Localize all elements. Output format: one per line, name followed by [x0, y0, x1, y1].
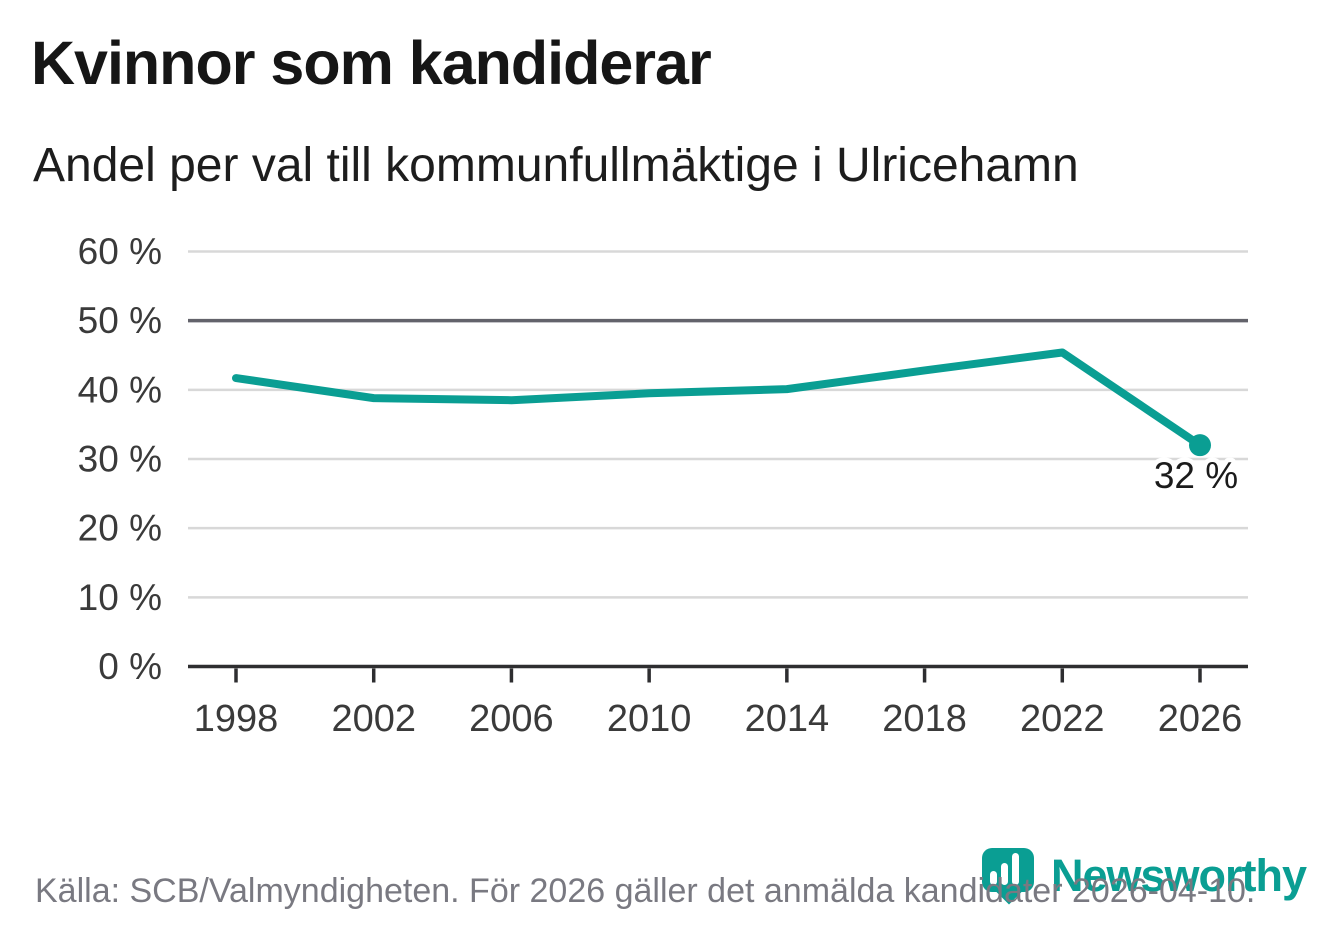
logo-bar-medium: [1001, 863, 1008, 885]
y-tick-label: 10 %: [78, 577, 162, 618]
end-point-dot: [1189, 434, 1211, 457]
x-tick-label: 2026: [1158, 698, 1243, 740]
bar-chart-pin-icon: [982, 848, 1034, 905]
source-note: Källa: SCB/Valmyndigheten. För 2026 gäll…: [35, 872, 1256, 910]
chart-title: Kvinnor som kandiderar: [31, 29, 712, 97]
logo-bar-tall: [1012, 853, 1019, 885]
chart-subtitle: Andel per val till kommunfullmäktige i U…: [33, 139, 1079, 192]
y-tick-label: 50 %: [78, 300, 162, 341]
y-tick-label: 40 %: [78, 369, 162, 410]
y-tick-label: 30 %: [78, 439, 162, 480]
y-tick-label: 0 %: [98, 646, 162, 687]
logo-bar-short: [990, 871, 997, 885]
y-tick-label: 20 %: [78, 508, 162, 549]
x-tick-label: 2014: [745, 698, 830, 740]
x-tick-label: 1998: [194, 698, 279, 740]
x-tick-label: 2002: [331, 698, 416, 740]
x-tick-label: 2010: [607, 698, 692, 740]
x-tick-label: 2006: [469, 698, 554, 740]
end-point-label: 32 %: [1154, 455, 1238, 496]
brand-wordmark: Newsworthy: [1051, 850, 1307, 901]
data-line: [232, 348, 1204, 450]
y-tick-label: 60 %: [78, 231, 162, 272]
x-tick-label: 2018: [882, 698, 967, 740]
x-tick-label: 2022: [1020, 698, 1105, 740]
